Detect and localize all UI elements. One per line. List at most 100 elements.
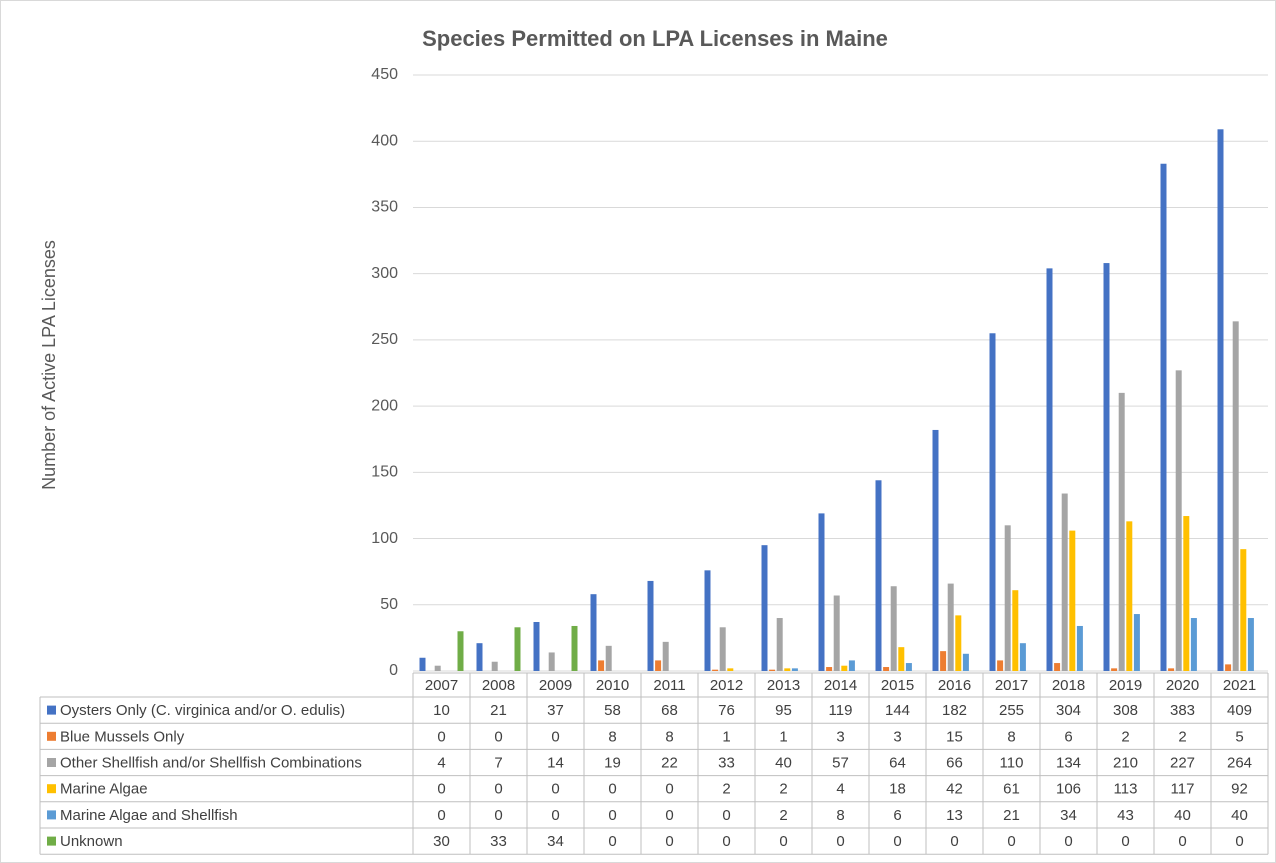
table-value: 144	[885, 702, 910, 719]
table-value: 0	[437, 807, 445, 824]
table-value: 33	[718, 754, 735, 771]
table-value: 8	[665, 728, 673, 745]
table-value: 21	[1003, 807, 1020, 824]
table-value: 92	[1231, 781, 1248, 798]
x-tick-label: 2020	[1166, 677, 1199, 694]
bar	[769, 669, 776, 671]
bar	[833, 595, 840, 671]
bar	[548, 652, 555, 671]
bar	[1183, 516, 1190, 671]
table-value: 3	[893, 728, 901, 745]
table-value: 0	[722, 807, 730, 824]
table-value: 6	[893, 807, 901, 824]
x-tick-label: 2014	[824, 677, 857, 694]
bar	[491, 661, 498, 671]
y-tick-label: 450	[371, 66, 398, 83]
legend-swatch	[47, 731, 56, 741]
table-value: 0	[608, 781, 616, 798]
bar	[533, 621, 540, 671]
table-value: 0	[1064, 833, 1072, 850]
table-value: 4	[836, 781, 844, 798]
table-value: 18	[889, 781, 906, 798]
y-tick-label: 200	[371, 397, 398, 414]
table-value: 66	[946, 754, 963, 771]
table-value: 304	[1056, 702, 1081, 719]
table-value: 5	[1235, 728, 1243, 745]
table-value: 110	[1000, 754, 1024, 771]
table-value: 0	[1121, 833, 1129, 850]
legend-label: Marine Algae	[60, 781, 148, 798]
bar	[590, 594, 597, 671]
bar	[791, 668, 798, 671]
x-tick-label: 2013	[767, 677, 800, 694]
x-tick-label: 2011	[653, 677, 685, 694]
bar	[1190, 618, 1197, 671]
table-value: 4	[437, 754, 445, 771]
bar	[883, 667, 890, 671]
table-value: 0	[722, 833, 730, 850]
x-tick-label: 2019	[1109, 677, 1142, 694]
bar	[1240, 549, 1247, 671]
x-tick-label: 2021	[1223, 677, 1256, 694]
bar	[598, 660, 605, 671]
table-value: 0	[1235, 833, 1243, 850]
table-value: 113	[1114, 781, 1138, 798]
bar	[1111, 668, 1118, 671]
table-value: 0	[437, 781, 445, 798]
y-tick-label: 150	[371, 464, 398, 481]
bar	[1069, 530, 1076, 671]
table-value: 33	[490, 833, 507, 850]
y-tick-label: 250	[371, 331, 398, 348]
bar	[1054, 663, 1061, 671]
table-value: 43	[1117, 807, 1134, 824]
bar	[1118, 392, 1125, 671]
legend-swatch	[47, 810, 56, 820]
x-tick-label: 2016	[938, 677, 971, 694]
bar	[940, 651, 947, 671]
table-value: 0	[665, 807, 673, 824]
table-value: 15	[946, 728, 963, 745]
bar	[962, 653, 969, 671]
bar	[1133, 614, 1140, 671]
table-value: 383	[1170, 702, 1195, 719]
bar	[932, 429, 939, 671]
bar	[898, 647, 905, 671]
bar	[605, 645, 612, 671]
x-tick-label: 2007	[425, 677, 458, 694]
y-tick-label: 350	[371, 199, 398, 216]
table-value: 10	[433, 702, 450, 719]
table-value: 34	[547, 833, 564, 850]
y-tick-label: 300	[371, 265, 398, 282]
legend-swatch	[47, 758, 56, 767]
table-value: 61	[1003, 781, 1020, 798]
table-value: 0	[494, 781, 502, 798]
y-tick-label: 0	[389, 662, 398, 679]
table-value: 134	[1056, 754, 1081, 771]
table-value: 0	[551, 728, 559, 745]
table-value: 1	[722, 728, 730, 745]
legend-label: Other Shellfish and/or Shellfish Combina…	[60, 754, 362, 771]
legend-swatch	[47, 784, 56, 794]
table-value: 8	[1007, 728, 1015, 745]
table-value: 14	[547, 754, 564, 771]
table-value: 3	[836, 728, 844, 745]
bar	[727, 668, 734, 671]
table-value: 0	[551, 807, 559, 824]
bar	[434, 665, 441, 671]
table-value: 40	[1231, 807, 1248, 824]
table-value: 2	[779, 807, 787, 824]
bar	[1225, 664, 1232, 671]
table-value: 7	[494, 754, 502, 771]
x-tick-label: 2018	[1052, 677, 1085, 694]
legend-label: Oysters Only (C. virginica and/or O. edu…	[60, 702, 345, 719]
bar	[784, 668, 791, 671]
legend-label: Unknown	[60, 833, 123, 850]
y-tick-label: 400	[371, 132, 398, 149]
bar	[457, 631, 464, 671]
bar	[890, 586, 897, 671]
table-value: 0	[437, 728, 445, 745]
bar	[826, 667, 833, 671]
table-value: 255	[999, 702, 1024, 719]
